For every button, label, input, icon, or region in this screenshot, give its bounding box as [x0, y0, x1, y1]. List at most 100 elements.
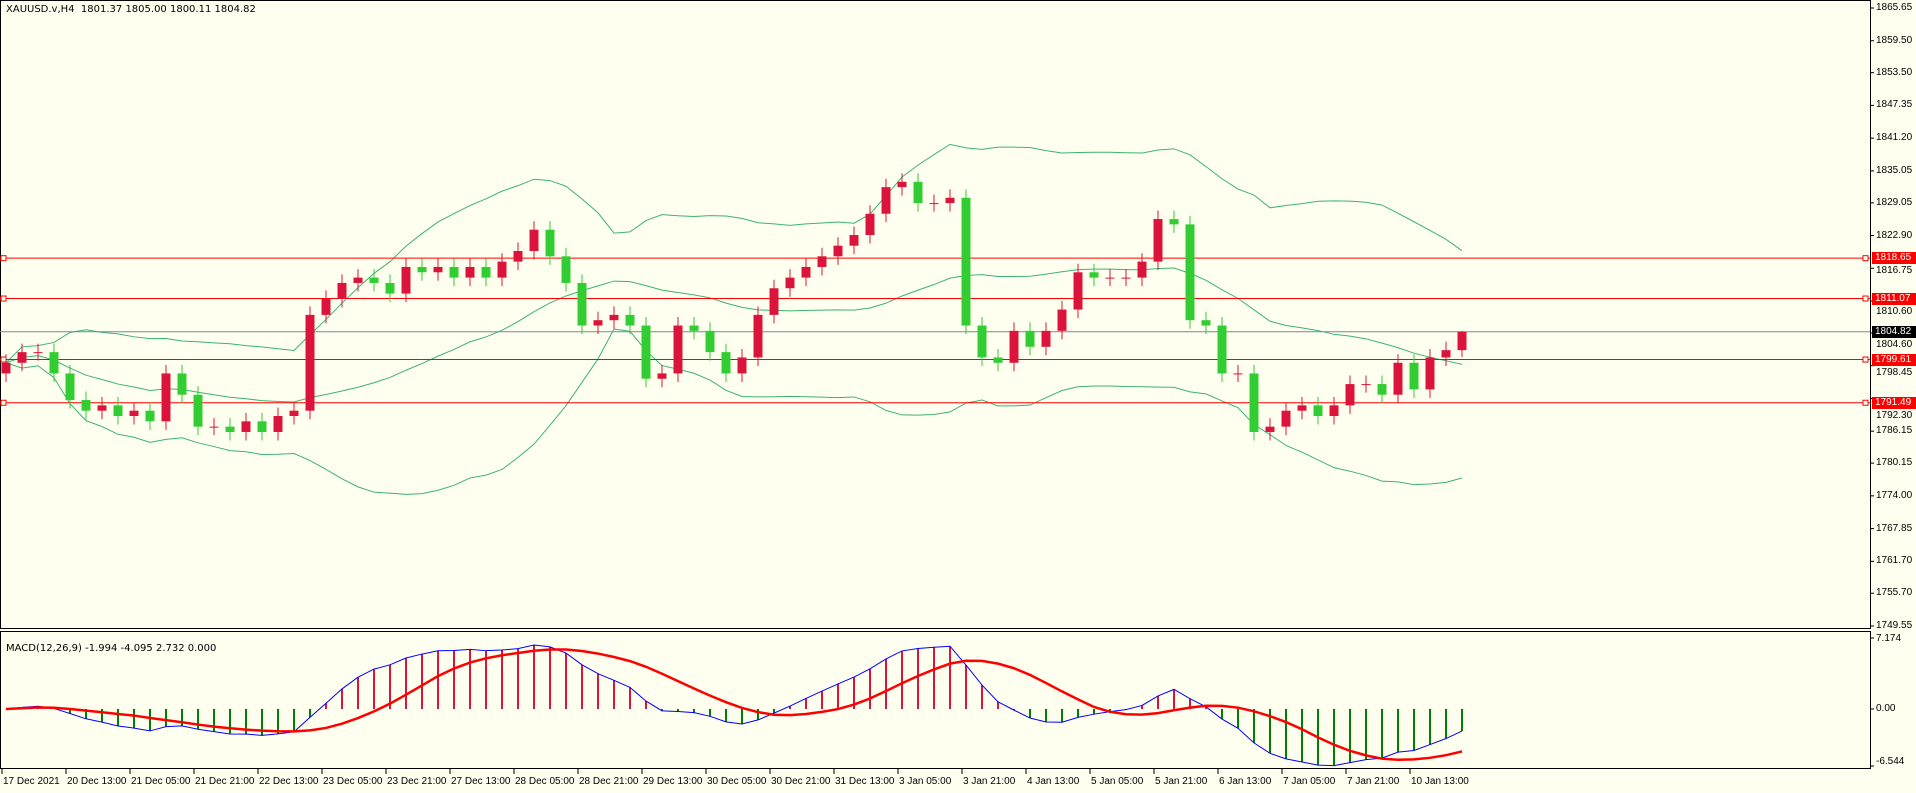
candle-body [49, 352, 59, 374]
candle-body [1041, 330, 1051, 347]
line-anchor-left [0, 356, 7, 363]
candle-body [337, 282, 347, 299]
candle-body [1425, 357, 1435, 390]
candle-body [881, 187, 891, 214]
candle-body [993, 357, 1003, 363]
candle-body [1249, 373, 1259, 432]
candle-body [161, 373, 171, 422]
candle-body [1105, 277, 1115, 279]
candle-body [513, 250, 523, 262]
time-tick-label: 5 Jan 05:00 [1091, 776, 1144, 787]
time-tick-label: 30 Dec 21:00 [771, 776, 831, 787]
macd-main-line [5, 644, 1463, 767]
candle-body [1137, 261, 1147, 278]
candle-body [1409, 362, 1419, 390]
candle-body [1057, 309, 1067, 331]
candle-body [273, 416, 283, 432]
symbol-label: XAUUSD.v,H4 [6, 4, 75, 15]
candle-body [1345, 384, 1355, 406]
candle-body [113, 405, 123, 417]
line-anchor-right [1862, 399, 1869, 406]
time-tick-label: 17 Dec 2021 [3, 776, 60, 787]
candle-body [689, 325, 699, 331]
line-anchor-left [0, 295, 7, 302]
price-tick-label: 1792.30 [1876, 409, 1913, 421]
candle-body [1265, 426, 1275, 432]
candle-body [673, 325, 683, 374]
price-tick-label: 1810.60 [1876, 305, 1913, 317]
ohlc-readout: 1801.37 1805.00 1800.11 1804.82 [80, 4, 256, 15]
candle-body [369, 277, 379, 283]
time-tick-label: 28 Dec 21:00 [579, 776, 639, 787]
bid-price-tag: 1804.82 [1872, 325, 1916, 338]
price-tick-label: 1804.60 [1876, 338, 1913, 350]
price-tick-label: 1847.35 [1876, 99, 1913, 111]
price-tick-label: 1755.70 [1876, 587, 1913, 599]
candle-body [609, 314, 619, 321]
candle-body [1457, 331, 1467, 351]
time-tick-label: 30 Dec 05:00 [707, 776, 767, 787]
candle-body [225, 426, 235, 432]
candle-body [977, 325, 987, 358]
candle-body [465, 266, 475, 278]
candle-body [1377, 384, 1387, 395]
macd-tick-label: -6.544 [1876, 756, 1905, 767]
time-tick-label: 7 Jan 05:00 [1283, 776, 1336, 787]
candle-body [929, 203, 939, 205]
candle-body [241, 421, 251, 432]
candle-body [497, 261, 507, 278]
bollinger-upper [5, 143, 1463, 364]
candle-body [657, 373, 667, 379]
candle-body [1281, 410, 1291, 427]
time-tick-label: 23 Dec 05:00 [323, 776, 383, 787]
candle-body [353, 277, 363, 283]
candle-body [401, 266, 411, 294]
time-tick-label: 20 Dec 13:00 [67, 776, 127, 787]
macd-indicator [5, 644, 1463, 767]
candle-body [561, 256, 571, 283]
candle-body [1441, 350, 1451, 358]
price-pane-border [0, 0, 1871, 629]
chart-title: XAUUSD.v,H4 1801.37 1805.00 1800.11 1804… [6, 4, 256, 15]
bollinger-middle [5, 267, 1463, 403]
candle-body [209, 426, 219, 428]
candle-body [1121, 277, 1131, 279]
chart-frame [0, 0, 1874, 774]
time-tick-label: 27 Dec 13:00 [451, 776, 511, 787]
candle-body [17, 352, 27, 363]
price-tick-label: 1841.20 [1876, 132, 1913, 144]
candle-body [1073, 272, 1083, 310]
time-tick-label: 21 Dec 05:00 [131, 776, 191, 787]
time-tick-label: 23 Dec 21:00 [387, 776, 447, 787]
price-tick-label: 1749.55 [1876, 620, 1913, 631]
line-anchor-left [0, 399, 7, 406]
time-tick-label: 29 Dec 13:00 [643, 776, 703, 787]
macd-tick-label: 7.174 [1876, 633, 1902, 644]
candle-body [1025, 330, 1035, 347]
candles [1, 173, 1467, 441]
candle-body [769, 288, 779, 315]
candle-body [1, 362, 11, 374]
candle-body [33, 352, 43, 354]
line-anchor-right [1862, 295, 1869, 302]
candle-body [721, 352, 731, 374]
candle-body [481, 266, 491, 278]
candle-body [433, 266, 443, 273]
candle-body [849, 235, 859, 246]
horizontal-levels[interactable] [0, 255, 1870, 406]
macd-label: MACD(12,26,9) -1.994 -4.095 2.732 0.000 [6, 643, 217, 654]
candle-body [81, 400, 91, 411]
time-tick-label: 10 Jan 13:00 [1411, 776, 1469, 787]
candle-body [865, 213, 875, 236]
time-tick-label: 31 Dec 13:00 [835, 776, 895, 787]
candle-body [577, 282, 587, 326]
candle-body [177, 373, 187, 395]
price-tick-label: 1865.65 [1876, 2, 1913, 13]
candle-body [417, 266, 427, 273]
candle-body [1313, 405, 1323, 417]
candle-body [625, 314, 635, 326]
candle-body [1329, 405, 1339, 417]
candle-body [1089, 272, 1099, 278]
candle-body [1185, 224, 1195, 321]
